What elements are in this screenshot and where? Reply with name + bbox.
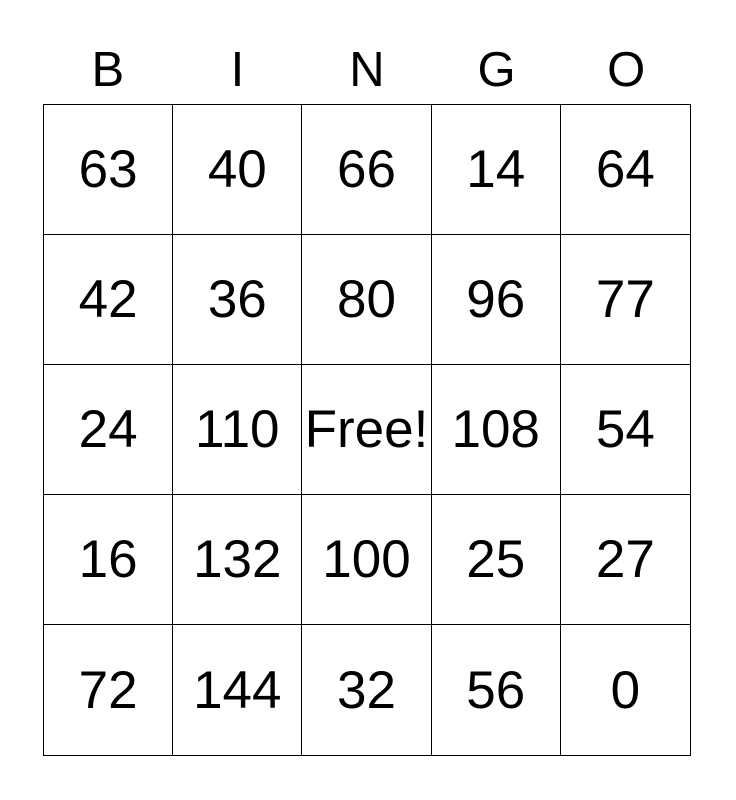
- bingo-cell-r3-c4[interactable]: 27: [560, 495, 690, 625]
- column-letter-n: N: [349, 43, 385, 97]
- bingo-header: B I N G O: [43, 0, 691, 104]
- bingo-cell-r3-c0[interactable]: 16: [44, 495, 174, 625]
- bingo-cell-r2-c3[interactable]: 108: [431, 365, 561, 495]
- bingo-cell-r1-c2[interactable]: 80: [302, 235, 432, 365]
- bingo-cell-r1-c3[interactable]: 96: [431, 235, 561, 365]
- bingo-grid: 63 40 66 14 64 42 36 80 96 77 24 110 Fre…: [43, 104, 691, 756]
- bingo-cell-r0-c2[interactable]: 66: [302, 105, 432, 235]
- bingo-cell-r0-c3[interactable]: 14: [431, 105, 561, 235]
- bingo-cell-r0-c1[interactable]: 40: [173, 105, 303, 235]
- bingo-cell-r3-c1[interactable]: 132: [173, 495, 303, 625]
- bingo-card: B I N G O 63 40 66 14 64 42 36 80 96 77 …: [43, 0, 691, 756]
- bingo-cell-r1-c1[interactable]: 36: [173, 235, 303, 365]
- column-letter-g: G: [477, 43, 516, 97]
- bingo-cell-r2-c4[interactable]: 54: [560, 365, 690, 495]
- column-letter-i: I: [230, 43, 245, 97]
- bingo-cell-r4-c2[interactable]: 32: [302, 625, 432, 755]
- bingo-cell-r4-c3[interactable]: 56: [431, 625, 561, 755]
- column-letter-o: O: [607, 43, 646, 97]
- bingo-cell-r1-c4[interactable]: 77: [560, 235, 690, 365]
- bingo-cell-r1-c0[interactable]: 42: [44, 235, 174, 365]
- bingo-cell-r3-c2[interactable]: 100: [302, 495, 432, 625]
- column-letter-b: B: [91, 43, 125, 97]
- bingo-cell-r2-c0[interactable]: 24: [44, 365, 174, 495]
- bingo-cell-r4-c1[interactable]: 144: [173, 625, 303, 755]
- bingo-cell-r0-c4[interactable]: 64: [560, 105, 690, 235]
- bingo-cell-r4-c0[interactable]: 72: [44, 625, 174, 755]
- bingo-cell-r0-c0[interactable]: 63: [44, 105, 174, 235]
- bingo-cell-r4-c4[interactable]: 0: [560, 625, 690, 755]
- bingo-cell-r3-c3[interactable]: 25: [431, 495, 561, 625]
- bingo-cell-r2-c1[interactable]: 110: [173, 365, 303, 495]
- free-cell[interactable]: Free!: [302, 365, 432, 495]
